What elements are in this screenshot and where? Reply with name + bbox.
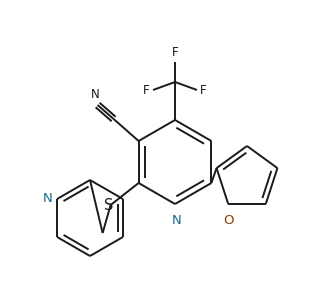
Text: N: N [42, 192, 52, 204]
Text: S: S [104, 199, 113, 213]
Text: F: F [200, 84, 207, 96]
Text: N: N [91, 88, 100, 101]
Text: N: N [172, 214, 182, 227]
Text: F: F [172, 46, 178, 59]
Text: F: F [143, 84, 150, 96]
Text: O: O [223, 214, 233, 227]
